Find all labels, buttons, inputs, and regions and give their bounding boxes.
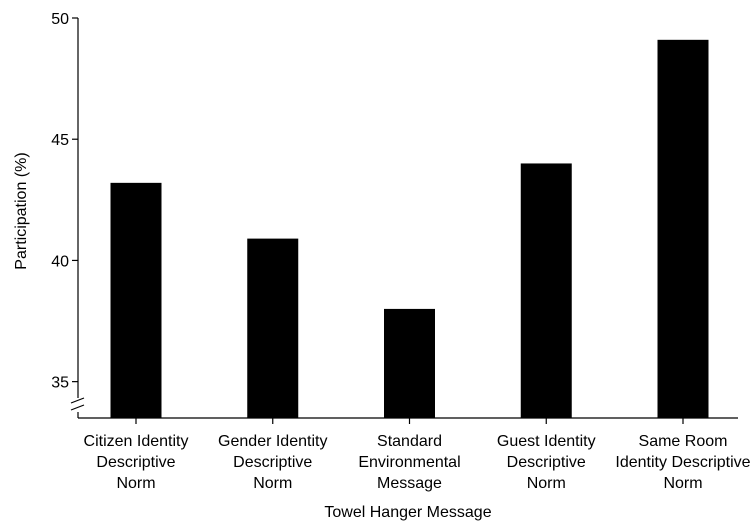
bar [657, 39, 709, 419]
y-tick-label: 35 [51, 375, 69, 392]
bars [110, 39, 709, 419]
x-axis-label: Towel Hanger Message [324, 504, 491, 521]
bar [384, 308, 435, 418]
bar [110, 182, 162, 418]
x-tick-label: Citizen Identity Descriptive Norm [84, 433, 189, 492]
x-tick-labels: Citizen Identity Descriptive Norm Gender Id… [84, 433, 750, 492]
y-axis-label: Participation (%) [13, 152, 30, 269]
x-tick-label: Same Room Identity Descriptive Norm [615, 433, 750, 492]
y-tick-label: 45 [51, 132, 69, 149]
bar [247, 238, 299, 418]
y-tick-label: 40 [51, 253, 69, 270]
x-tick-label: Gender Identity Descriptive Norm [218, 433, 327, 492]
bar [520, 163, 572, 418]
axis-break-mark [70, 397, 85, 404]
axis-break-mark [70, 404, 85, 411]
x-tick-label: Guest Identity Descriptive Norm [497, 433, 596, 492]
x-tick-label: Standard Environmental Message [358, 433, 460, 492]
y-tick-label: 50 [51, 11, 69, 28]
